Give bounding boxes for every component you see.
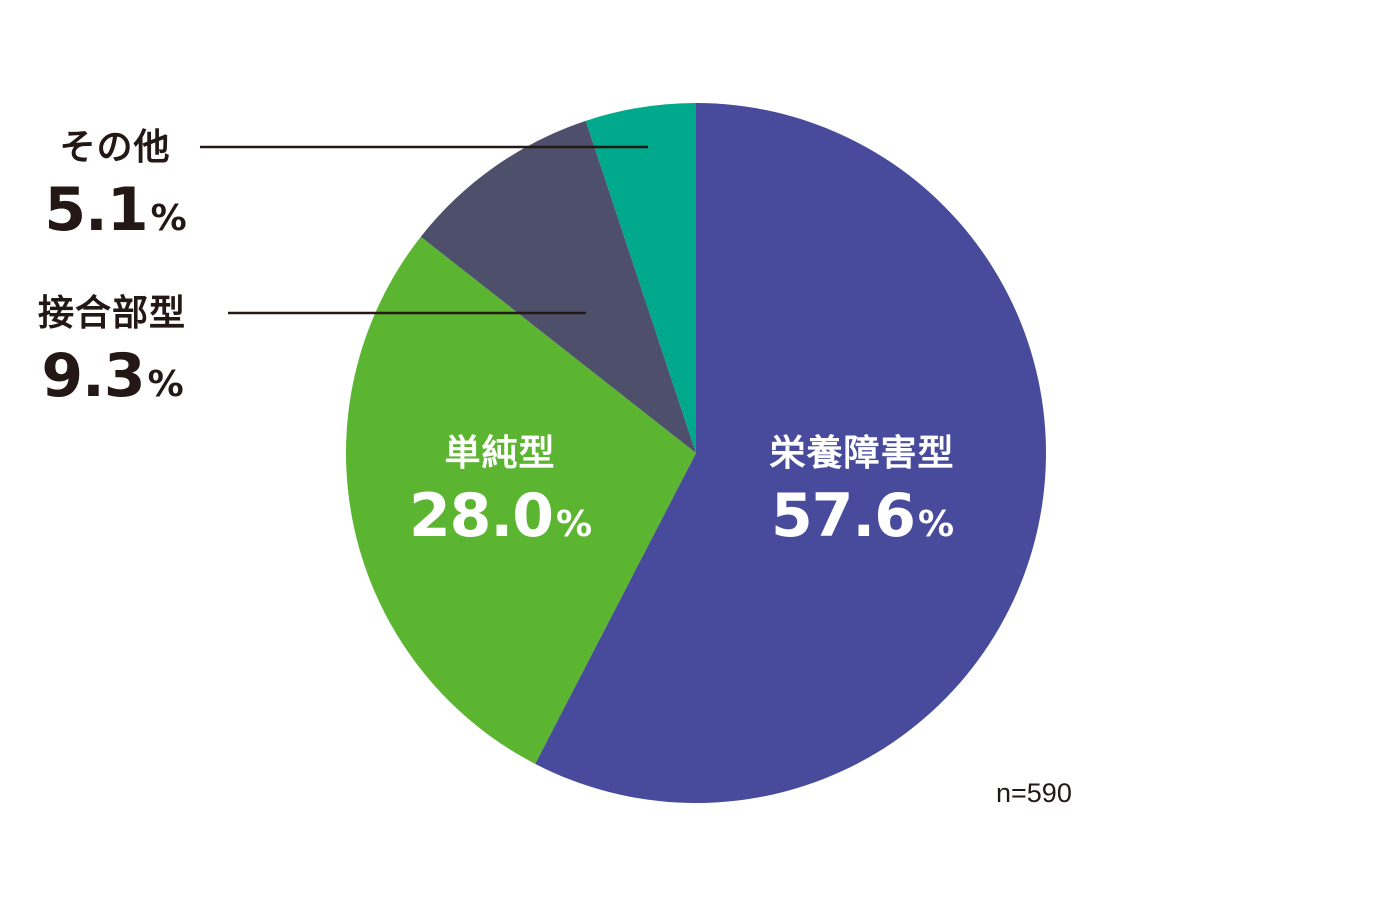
pie-slices — [346, 103, 1046, 804]
slice-label-tanjun: 単純型 28.0% — [390, 433, 610, 551]
slice-name: 単純型 — [444, 433, 556, 474]
slice-value: 9.3% — [41, 341, 183, 411]
slice-value: 57.6% — [770, 481, 954, 551]
slice-value: 28.0% — [408, 481, 592, 551]
slice-name: 栄養障害型 — [769, 433, 955, 474]
sample-size-note: n=590 — [996, 778, 1072, 808]
slice-label-setsugobu: 接合部型 9.3% — [22, 293, 202, 411]
pie-slice-eiyo — [535, 103, 1046, 804]
slice-name: 接合部型 — [37, 293, 186, 334]
slice-value: 5.1% — [44, 175, 186, 245]
slice-name: その他 — [59, 127, 171, 168]
leader-lines — [200, 145, 648, 315]
slice-label-eiyo: 栄養障害型 57.6% — [742, 433, 982, 551]
slice-label-sonota: その他 5.1% — [30, 127, 200, 245]
pie-slice-tanjun — [346, 236, 696, 764]
pie-slice-setsugobu — [420, 120, 696, 453]
pie-slice-sonota — [585, 103, 696, 453]
